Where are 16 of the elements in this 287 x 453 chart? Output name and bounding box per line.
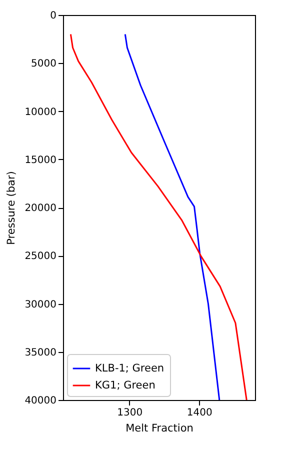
y-tick-label: 10000 [24, 106, 56, 118]
legend-label: KLB-1; Green [95, 362, 164, 374]
y-tick-label: 20000 [24, 203, 56, 214]
y-tick-label: 25000 [24, 251, 56, 262]
y-tick-label: 0 [50, 10, 56, 22]
x-tick-label: 1300 [117, 408, 143, 418]
x-tick-label: 1400 [186, 408, 212, 418]
line-series [70, 34, 248, 400]
legend-label: KG1; Green [95, 380, 156, 392]
y-tick-label: 15000 [24, 154, 56, 166]
y-tick-label: 30000 [24, 299, 56, 310]
y-tick-label: 35000 [24, 347, 56, 358]
y-axis-title: Pressure (bar) [6, 171, 18, 245]
x-axis-title: Melt Fraction [126, 422, 194, 434]
y-tick-label: 40000 [24, 396, 56, 406]
y-tick-label: 5000 [31, 58, 56, 70]
